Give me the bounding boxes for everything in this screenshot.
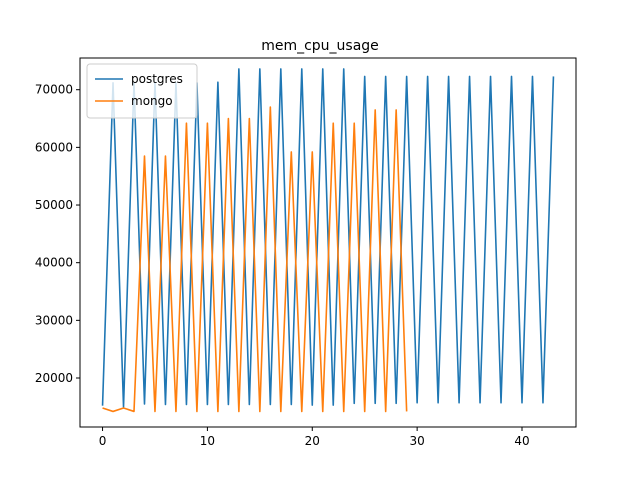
x-tick-label: 10 bbox=[200, 434, 215, 448]
legend-box bbox=[86, 63, 198, 119]
series-line-postgres bbox=[101, 68, 555, 408]
series-layer bbox=[101, 68, 555, 413]
x-tick-label: 0 bbox=[99, 434, 107, 448]
legend: postgres mongo bbox=[86, 63, 198, 119]
x-axis: 0 10 20 30 40 bbox=[99, 427, 530, 448]
x-tick-label: 40 bbox=[514, 434, 529, 448]
y-tick-label: 60000 bbox=[35, 140, 73, 154]
y-tick-label: 30000 bbox=[35, 313, 73, 327]
x-tick-label: 30 bbox=[409, 434, 424, 448]
y-axis: 20000 30000 40000 50000 60000 70000 bbox=[35, 83, 80, 385]
legend-label-postgres: postgres bbox=[131, 72, 183, 86]
chart-title: mem_cpu_usage bbox=[261, 38, 379, 54]
x-tick-label: 20 bbox=[305, 434, 320, 448]
series-line-mongo bbox=[102, 106, 408, 413]
legend-label-mongo: mongo bbox=[131, 94, 173, 108]
y-tick-label: 70000 bbox=[35, 83, 73, 97]
plot-frame bbox=[79, 57, 577, 428]
y-tick-label: 40000 bbox=[35, 256, 73, 270]
y-tick-label: 20000 bbox=[35, 371, 73, 385]
y-tick-label: 50000 bbox=[35, 198, 73, 212]
